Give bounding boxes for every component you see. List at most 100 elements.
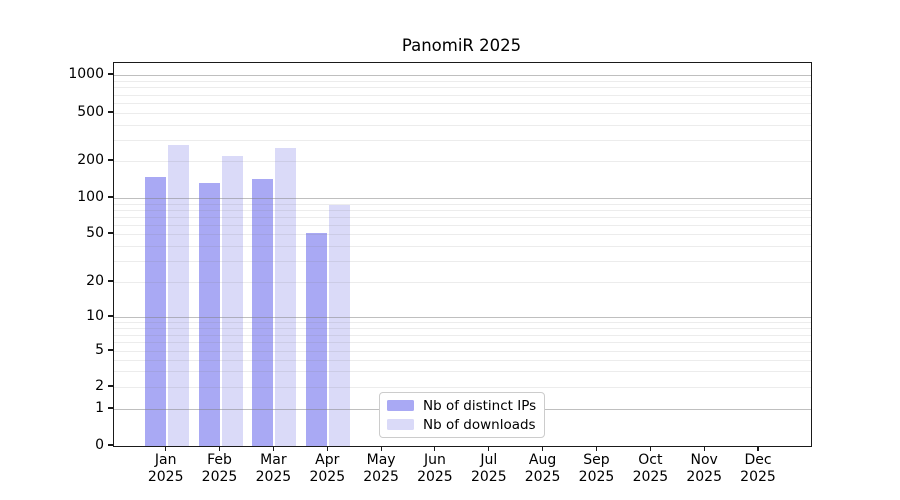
y-tick-mark [108,111,113,113]
y-axis-tick-label: 200 [77,152,104,168]
grid-line-minor [114,359,811,361]
grid-line-minor [114,94,811,96]
y-axis-tick-label: 1 [95,400,104,416]
grid-line-minor [114,209,811,211]
bar-distinct-ips-jan [144,177,166,446]
grid-line-major [114,75,811,76]
grid-line-minor [114,161,811,162]
x-tick-mark [326,446,328,451]
x-tick-month: Apr [315,452,340,468]
x-tick-year: 2025 [578,469,615,485]
plot-area: Nb of distinct IPs Nb of downloads [113,62,812,447]
chart-title: PanomiR 2025 [401,36,522,55]
x-tick-mark [542,446,544,451]
y-tick-mark [108,196,113,198]
y-tick-mark [108,232,113,234]
bar-distinct-ips-feb [198,183,220,446]
grid-line-major [114,317,811,318]
grid-line-minor [114,387,811,388]
y-tick-mark [108,315,113,317]
grid-line-minor [114,124,811,126]
x-axis-tick-label: Mar 2025 [243,452,303,486]
x-tick-mark [757,446,759,451]
x-tick-year: 2025 [470,469,507,485]
legend-swatch [387,400,414,411]
x-tick-year: 2025 [686,469,722,485]
x-tick-year: 2025 [147,469,184,485]
legend-item: Nb of downloads [387,417,544,433]
x-tick-month: Sep [583,452,610,468]
x-axis-tick-label: Feb 2025 [190,452,250,486]
grid-line-minor [114,80,811,82]
x-tick-year: 2025 [201,469,238,485]
grid-line-minor [114,103,811,104]
y-tick-mark [108,444,113,446]
y-axis-tick-label: 50 [86,225,104,241]
grid-line-minor [114,371,811,373]
x-tick-month: Oct [638,452,663,468]
legend-label: Nb of downloads [423,416,536,433]
y-tick-mark [108,280,113,282]
bar-downloads-apr [329,205,351,446]
y-axis-tick-label: 10 [86,308,104,324]
y-tick-mark [108,159,113,161]
x-tick-month: Dec [744,452,772,468]
x-tick-month: Aug [528,452,557,468]
grid-line-minor [114,87,811,89]
x-tick-mark [703,446,705,451]
x-tick-year: 2025 [524,469,561,485]
bars-layer [114,63,811,446]
x-tick-month: Jan [154,452,177,468]
y-tick-mark [108,349,113,351]
legend: Nb of distinct IPs Nb of downloads [379,392,545,438]
bar-downloads-jan [167,145,189,446]
x-axis-tick-label: Jan 2025 [136,452,196,486]
x-tick-month: May [366,452,396,468]
grid-line-minor [114,234,811,235]
bar-downloads-mar [275,148,297,446]
x-tick-year: 2025 [309,469,346,485]
grid-line-minor [114,322,811,324]
y-axis-tick-label: 100 [77,189,104,205]
x-axis-tick-label: Oct 2025 [620,452,680,486]
grid-line-minor [114,328,811,329]
grid-line-minor [114,216,811,218]
grid-line-minor [114,139,811,141]
legend-swatch [387,419,414,430]
grid-line-minor [114,334,811,336]
x-tick-month: Jul [480,452,498,468]
x-tick-mark [165,446,167,451]
x-tick-year: 2025 [632,469,669,485]
y-axis-tick-label: 500 [77,104,104,120]
x-axis-tick-label: Aug 2025 [513,452,573,486]
x-axis-tick-label: Sep 2025 [567,452,627,486]
x-tick-mark [218,446,221,451]
bar-distinct-ips-mar [252,178,274,446]
grid-line-minor [114,224,811,226]
x-tick-mark [272,446,274,451]
x-tick-month: Nov [690,452,718,468]
x-tick-month: Mar [260,452,287,468]
grid-line-minor [114,282,811,283]
x-axis-tick-label: Nov 2025 [674,452,734,486]
x-tick-year: 2025 [740,469,776,485]
grid-line-minor [114,203,811,205]
bar-distinct-ips-apr [306,233,328,446]
x-tick-year: 2025 [417,469,453,485]
x-tick-month: Jun [423,452,446,468]
x-tick-mark [380,446,382,451]
y-axis-tick-label: 20 [86,273,104,289]
grid-line-major [114,198,811,199]
legend-item: Nb of distinct IPs [387,398,544,414]
y-axis-tick-label: 5 [95,342,104,358]
x-tick-year: 2025 [255,469,292,485]
grid-line-minor [114,342,811,344]
grid-line-minor [114,245,811,247]
x-axis-tick-label: May 2025 [351,452,411,486]
legend-label: Nb of distinct IPs [423,397,537,414]
x-tick-month: Feb [207,452,232,468]
x-axis-tick-label: Dec 2025 [728,452,788,486]
x-axis-tick-label: Apr 2025 [297,452,357,486]
x-tick-mark [649,446,651,451]
